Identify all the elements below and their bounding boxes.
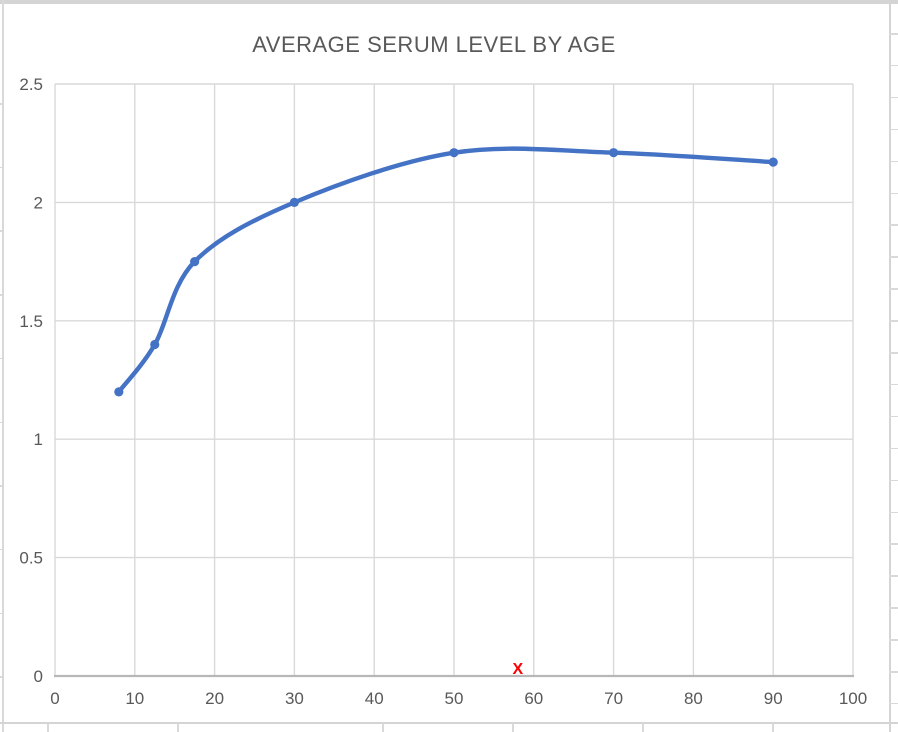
x-axis-tick-label: 60	[524, 689, 543, 708]
sheet-gridline-stub	[889, 33, 898, 35]
y-axis-tick-label: 1.5	[19, 312, 43, 331]
data-point-marker	[768, 157, 778, 167]
sheet-gridline-stub	[889, 383, 898, 386]
sheet-gridline-left	[2, 0, 4, 732]
sheet-gridline-stub	[889, 702, 898, 705]
sheet-gridline-stub	[889, 575, 898, 577]
sheet-gridline-stub	[0, 485, 4, 487]
series-line	[116, 146, 776, 394]
sheet-gridline-stub	[889, 224, 898, 226]
sheet-gridline-stub	[889, 64, 898, 67]
sheet-gridline-stub	[772, 723, 774, 732]
y-axis-tick-label: 0	[34, 667, 43, 686]
sheet-gridline-stub	[0, 421, 4, 423]
x-axis-tick-label: 90	[764, 689, 783, 708]
x-axis-tick-label: 70	[604, 689, 623, 708]
data-point-marker	[190, 257, 200, 267]
sheet-gridline-stub	[889, 543, 898, 545]
sheet-gridline-stub	[889, 160, 898, 163]
x-axis-tick-label: 20	[205, 689, 224, 708]
sheet-gridline-stub	[889, 607, 898, 609]
sheet-gridline-stub	[889, 639, 898, 641]
x-axis-tick-label: 30	[285, 689, 304, 708]
sheet-gridline-bottom-row-border	[0, 722, 898, 724]
x-axis-tick-label: 40	[365, 689, 384, 708]
annotation-x-marker: X	[513, 661, 524, 678]
x-axis-tick-label: 80	[684, 689, 703, 708]
chart-object[interactable]: AVERAGE SERUM LEVEL BY AGE	[4, 4, 889, 722]
sheet-gridline-stub	[642, 723, 644, 732]
sheet-gridline-stub	[0, 612, 4, 615]
data-point-marker	[114, 387, 124, 397]
sheet-gridline-stub	[0, 294, 4, 296]
data-point-marker	[609, 148, 619, 158]
sheet-gridline-stub	[0, 357, 4, 360]
y-axis-tick-label: 0.5	[19, 549, 43, 568]
sheet-gridline-stub	[889, 479, 898, 482]
sheet-gridline-stub	[889, 288, 898, 290]
data-point-marker	[150, 339, 160, 350]
x-axis-tick-label: 50	[445, 689, 464, 708]
sheet-gridline-stub	[0, 230, 4, 232]
sheet-gridline-stub	[0, 103, 4, 105]
sheet-gridline-stub	[512, 723, 514, 732]
sheet-gridline-stub	[177, 723, 179, 732]
sheet-gridline-stub	[889, 671, 898, 673]
sheet-gridline-stub	[0, 166, 4, 169]
sheet-gridline-stub	[382, 723, 384, 732]
sheet-gridline-right-column-border	[889, 0, 891, 732]
sheet-gridline-stub	[889, 511, 898, 513]
sheet-gridline-stub	[889, 192, 898, 194]
sheet-gridline-stub	[889, 256, 898, 258]
y-axis-tick-label: 2	[34, 193, 43, 212]
sheet-gridline-stub	[0, 548, 4, 551]
data-point-marker	[289, 197, 299, 207]
sheet-gridline-stub	[889, 415, 898, 418]
sheet-gridline-stub	[0, 676, 4, 678]
sheet-gridline-stub	[889, 447, 898, 450]
x-axis-tick-label: 10	[125, 689, 144, 708]
sheet-gridline-stub	[889, 352, 898, 354]
data-point-marker	[449, 148, 459, 158]
sheet-gridline-stub	[889, 320, 898, 322]
x-axis-tick-label: 0	[50, 689, 59, 708]
y-axis-tick-label: 2.5	[19, 75, 43, 94]
y-axis-tick-label: 1	[34, 430, 43, 449]
sheet-gridline-stub	[889, 128, 898, 131]
sheet-gridline-stub	[889, 96, 898, 99]
x-axis-tick-label: 100	[839, 689, 867, 708]
chart-title: AVERAGE SERUM LEVEL BY AGE	[252, 32, 616, 57]
sheet-gridline-top	[0, 0, 898, 4]
sheet-gridline-stub	[47, 723, 49, 732]
